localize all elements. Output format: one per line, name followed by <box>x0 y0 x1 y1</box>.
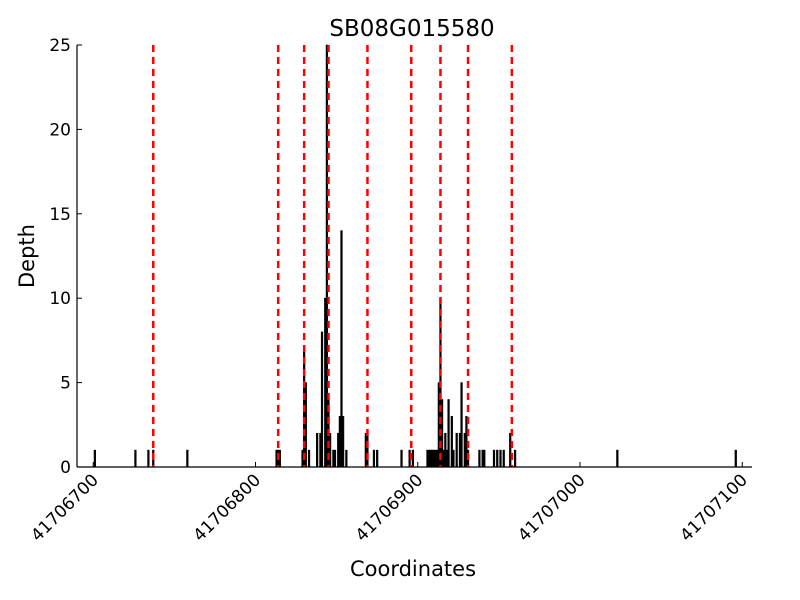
bar <box>93 449 96 468</box>
bar <box>376 449 379 468</box>
y-tick-label: 5 <box>60 374 71 394</box>
bar <box>616 449 619 468</box>
bar <box>502 449 505 468</box>
bar <box>366 432 369 468</box>
bar <box>372 449 376 468</box>
bar <box>509 432 512 468</box>
bar <box>455 432 458 468</box>
x-tick-label: 41707100 <box>676 470 751 545</box>
bar <box>333 449 337 468</box>
y-tick-label: 15 <box>49 205 71 225</box>
bar <box>460 382 463 468</box>
bar <box>452 449 455 468</box>
x-tick-label: 41706900 <box>352 470 427 545</box>
x-tick-label: 41707000 <box>514 470 589 545</box>
bar <box>329 432 332 468</box>
y-tick-label: 10 <box>49 289 71 309</box>
y-tick-label: 20 <box>49 120 71 140</box>
bar <box>147 449 150 468</box>
bar <box>483 449 486 468</box>
bar <box>499 449 502 468</box>
bar <box>496 449 499 468</box>
x-tick-label: 41706800 <box>190 470 265 545</box>
chart-title: SB08G015580 <box>329 16 494 42</box>
x-tick-label: 41706700 <box>27 470 102 545</box>
bar <box>400 449 403 468</box>
bar <box>134 449 137 468</box>
bar <box>345 449 348 468</box>
bar <box>307 449 311 468</box>
bar <box>316 432 319 468</box>
bar <box>447 399 450 468</box>
bar <box>478 449 481 468</box>
bar <box>320 331 324 468</box>
bar <box>186 449 189 468</box>
x-axis-label: Coordinates <box>350 557 476 581</box>
bar <box>513 449 517 468</box>
bar <box>341 416 345 468</box>
y-tick-label: 25 <box>49 36 71 56</box>
bar <box>492 449 496 468</box>
bar <box>734 449 737 468</box>
y-tick-label: 0 <box>60 458 71 478</box>
y-axis-label: Depth <box>15 224 39 288</box>
